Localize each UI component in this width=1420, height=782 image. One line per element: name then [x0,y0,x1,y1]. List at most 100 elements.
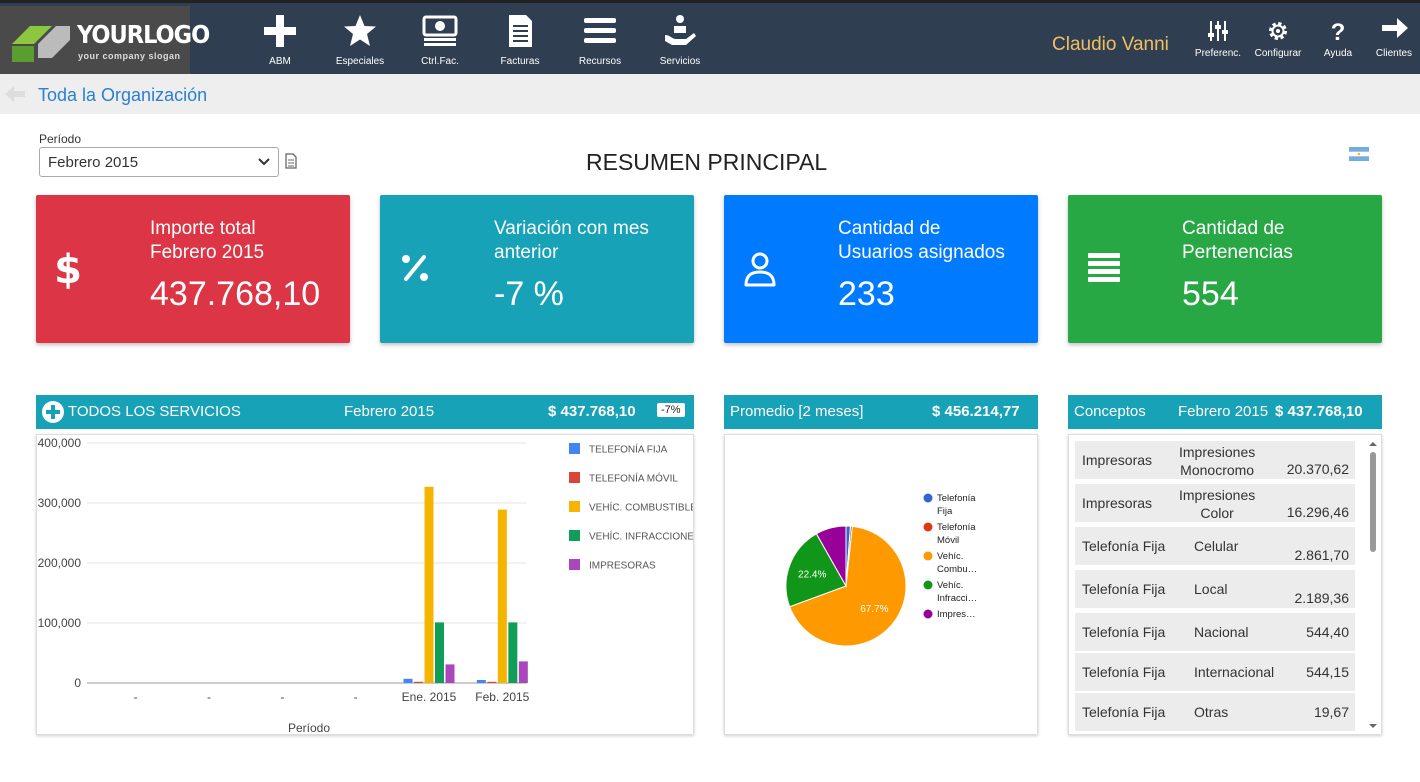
kpi-total-amount: $ Importe total Febrero 2015 437.768,10 [36,195,350,343]
kpi-label: Variación con mes anterior [494,218,649,263]
legend-label: VEHÍC. INFRACCIONES [589,530,693,543]
concept-group: Impresoras [1082,452,1153,468]
period-select[interactable]: Febrero 2015 [39,147,279,177]
nav-ayuda[interactable]: ? Ayuda [1311,19,1365,67]
nav-label: Preferenc. [1194,48,1242,59]
scroll-thumb[interactable] [1370,452,1376,552]
nav-label: ABM [269,56,291,67]
concept-row[interactable]: Telefonía Fija Nacional 544,40 [1075,613,1355,651]
export-document-icon[interactable] [285,153,297,169]
nav-label: Especiales [335,56,385,67]
legend-dot [923,493,933,503]
concept-name: Otras [1194,704,1229,720]
scroll-up-icon[interactable] [1368,440,1378,448]
scroll-down-icon[interactable] [1368,722,1378,730]
bar [414,681,423,683]
legend-swatch [569,501,580,512]
x-axis-title: Período [288,721,330,734]
x-tick-label: - [134,690,138,704]
logo-text: YOURLOGO [77,20,210,49]
y-tick-label: 200,000 [38,556,82,570]
concept-group: Telefonía Fija [1082,664,1166,680]
average-panel-header: Promedio [2 meses] $ 456.214,77 [724,395,1038,429]
concept-row[interactable]: Telefonía Fija Otras 19,67 [1075,693,1355,731]
legend-dot [923,522,933,532]
concepts-period: Febrero 2015 [1178,403,1269,420]
bar [508,622,518,683]
arrow-right-icon [1382,18,1408,38]
nav-label: Facturas [500,56,540,67]
nav-configurar[interactable]: Configurar [1251,19,1305,67]
concept-row[interactable]: Impresoras Impresiones Monocromo 20.370,62 [1075,441,1355,479]
pie-slice-label: 22.4% [798,570,826,581]
expand-plus-icon[interactable] [42,401,64,423]
nav-label: Ayuda [1323,48,1353,59]
breadcrumb-link[interactable]: Toda la Organización [38,85,208,105]
concept-name: Impresiones Monocromo [1179,444,1256,478]
sliders-icon [1208,21,1228,41]
argentina-flag-icon[interactable] [1349,147,1369,161]
nav-recursos[interactable]: Recursos [565,13,635,71]
concept-group: Telefonía Fija [1082,581,1166,597]
services-title: TODOS LOS SERVICIOS [68,403,241,420]
concept-name: Nacional [1194,624,1249,640]
concept-name: Celular [1194,538,1239,554]
legend-label: Móvil [937,535,959,546]
nav-ctrl-fac[interactable]: Ctrl.Fac. [405,13,475,71]
concept-group: Impresoras [1082,495,1153,511]
legend-label: IMPRESORAS [589,561,656,572]
legend-swatch [569,443,580,454]
svg-text:$: $ [54,247,82,291]
bar [497,509,507,683]
concept-row[interactable]: Impresoras Impresiones Color 16.296,46 [1075,484,1355,522]
nav-especiales[interactable]: Especiales [325,13,395,71]
list-icon [1088,253,1120,282]
concept-amount: 2.861,70 [1294,547,1350,563]
concept-amount: 2.189,36 [1294,590,1350,606]
nav-clientes[interactable]: Clientes [1367,13,1420,61]
legend-label: Combu… [937,564,977,575]
bar [518,661,528,683]
concepts-list-box[interactable]: Impresoras Impresiones Monocromo 20.370,62… [1068,434,1382,735]
concept-amount: 20.370,62 [1286,461,1349,477]
nav-preferencias[interactable]: Preferenc. [1191,19,1245,67]
user-name[interactable]: Claudio Vanni [1052,34,1169,55]
nav-servicios[interactable]: Servicios [645,13,715,71]
money-icon [422,15,458,46]
question-icon: ? [1331,19,1346,43]
star-icon [344,15,376,46]
percent-icon [402,255,428,281]
legend-label: Impres… [937,609,976,620]
x-tick-label: - [354,690,358,704]
nav-abm[interactable]: ABM [245,13,315,71]
back-arrow-icon[interactable] [4,84,26,104]
concepts-scrollbar[interactable] [1368,438,1378,732]
average-amount: $ 456.214,77 [932,403,1020,420]
nav-label: Servicios [659,56,701,67]
services-panel-header: TODOS LOS SERVICIOS Febrero 2015 $ 437.7… [36,395,694,429]
dollar-icon: $ [54,247,82,291]
menu-icon [584,18,616,43]
top-navbar: YOURLOGO your company slogan ABM Especia… [0,0,1420,77]
concept-row[interactable]: Telefonía Fija Celular 2.861,70 [1075,527,1355,565]
concept-amount: 544,15 [1306,664,1349,680]
concept-amount: 544,40 [1306,624,1349,640]
legend-label: Telefonía [937,522,976,533]
concept-row[interactable]: Telefonía Fija Internacional 544,15 [1075,653,1355,691]
concept-name: Impresiones Color [1179,487,1256,521]
services-period: Febrero 2015 [344,403,435,420]
legend-label: Vehíc. [937,580,963,591]
bar [445,664,455,683]
logo[interactable]: YOURLOGO your company slogan [0,6,210,77]
legend-label: VEHÍC. COMBUSTIBLE [589,501,693,514]
concept-row[interactable]: Telefonía Fija Local 2.189,36 [1075,570,1355,608]
concepts-amount: $ 437.768,10 [1275,403,1363,420]
kpi-label: Cantidad de Usuarios asignados [838,218,1005,263]
kpi-value: -7 % [494,275,564,313]
page-title: RESUMEN PRINCIPAL [586,149,828,175]
legend-label: TELEFONÍA FIJA [589,443,668,456]
pie-slice-label: 67.7% [860,604,888,615]
nav-facturas[interactable]: Facturas [485,13,555,71]
y-tick-label: 300,000 [38,496,82,510]
kpi-label: Importe total Febrero 2015 [150,218,265,263]
